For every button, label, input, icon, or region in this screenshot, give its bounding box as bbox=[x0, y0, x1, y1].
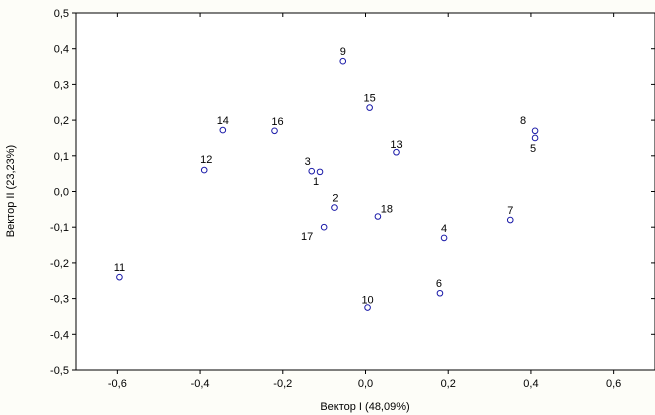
data-point-9 bbox=[339, 57, 347, 65]
x-axis: -0,6 -0,4 -0,2 0,0 0,2 0,4 0,6 bbox=[108, 13, 621, 390]
y-tick-label: 0,2 bbox=[54, 115, 69, 127]
data-point-6 bbox=[436, 289, 444, 297]
data-point-label: 16 bbox=[271, 116, 283, 128]
data-point-1 bbox=[316, 168, 324, 176]
data-point-label: 15 bbox=[364, 93, 376, 105]
data-point-label: 3 bbox=[305, 156, 311, 168]
y-tick-label: -0,2 bbox=[50, 258, 69, 270]
data-point-17 bbox=[320, 223, 328, 231]
data-point-7 bbox=[506, 216, 514, 224]
y-tick-label: -0,5 bbox=[50, 365, 69, 377]
data-point-15 bbox=[366, 104, 373, 111]
data-point-label: 8 bbox=[520, 115, 526, 127]
y-axis: 0,5 0,4 0,3 0,2 0,1 0,0 -0,1 -0,2 -0,3 -0,4 -0,5 bbox=[50, 8, 655, 377]
y-tick-label: 0,4 bbox=[54, 44, 69, 56]
y-tick-label: -0,4 bbox=[50, 329, 69, 341]
data-point-3 bbox=[308, 167, 316, 175]
y-axis-title: Вектор II (23,23%) bbox=[5, 145, 17, 237]
x-tick-label: -0,6 bbox=[108, 378, 127, 390]
data-point-12 bbox=[200, 166, 208, 174]
data-point-label: 18 bbox=[381, 203, 393, 215]
data-point-label: 11 bbox=[114, 262, 125, 274]
data-point-label: 14 bbox=[217, 115, 229, 127]
data-point-13 bbox=[393, 148, 400, 156]
y-tick-label: -0,1 bbox=[50, 222, 69, 234]
data-point-4 bbox=[440, 234, 448, 242]
data-point-label: 5 bbox=[530, 143, 536, 155]
data-point-10 bbox=[364, 304, 371, 311]
data-point-label: 6 bbox=[436, 278, 442, 290]
x-tick-label: 0,0 bbox=[358, 378, 373, 390]
data-point-label: 7 bbox=[507, 205, 513, 217]
data-point-18 bbox=[374, 213, 382, 220]
y-tick-label: 0,5 bbox=[54, 8, 69, 20]
y-tick-label: 0,3 bbox=[54, 79, 69, 91]
x-tick-label: 0,4 bbox=[523, 378, 538, 390]
x-tick-label: 0,2 bbox=[441, 378, 456, 390]
x-tick-label: -0,2 bbox=[273, 378, 292, 390]
data-point-label: 12 bbox=[200, 154, 212, 166]
data-point-label: 1 bbox=[313, 176, 319, 188]
x-tick-label: -0,4 bbox=[191, 378, 210, 390]
x-axis-title: Вектор I (48,09%) bbox=[320, 401, 409, 413]
data-point-label: 9 bbox=[340, 46, 346, 58]
data-point-5 bbox=[531, 134, 539, 142]
data-point-label: 13 bbox=[390, 139, 402, 151]
data-point-label: 4 bbox=[441, 223, 447, 235]
data-point-label: 10 bbox=[361, 295, 373, 307]
data-point-11 bbox=[116, 273, 123, 281]
data-point-label: 17 bbox=[301, 231, 313, 243]
y-tick-label: 0,0 bbox=[54, 187, 69, 199]
data-point-label: 2 bbox=[332, 193, 338, 205]
y-tick-label: -0,3 bbox=[50, 294, 69, 306]
plot-area bbox=[75, 12, 655, 371]
x-tick-label: 0,6 bbox=[606, 378, 621, 390]
data-point-2 bbox=[331, 204, 338, 211]
data-point-16 bbox=[271, 127, 278, 135]
data-point-8 bbox=[531, 127, 539, 135]
y-tick-label: 0,1 bbox=[54, 151, 69, 163]
data-point-14 bbox=[219, 126, 227, 134]
